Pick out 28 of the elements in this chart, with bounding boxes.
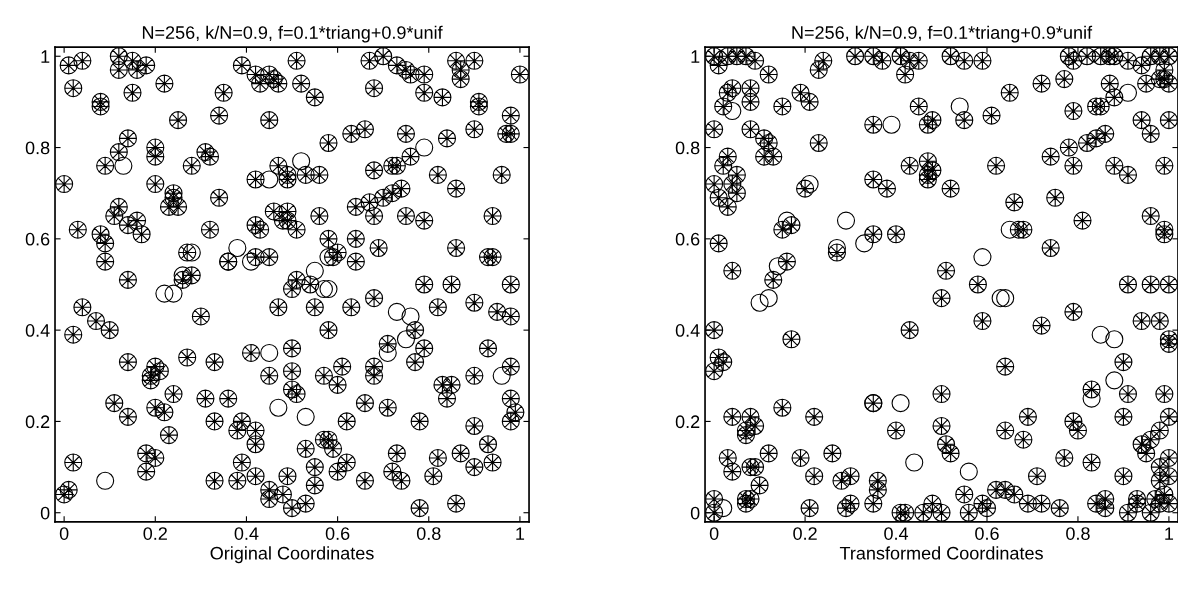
x-tick-label: 1 — [516, 527, 525, 540]
x-tick-label: 0.4 — [884, 527, 909, 540]
x-tick-label: 1 — [1165, 527, 1174, 540]
y-tick-label: 0.2 — [675, 415, 700, 429]
x-tick-label: 0.4 — [234, 527, 259, 540]
x-axis-title: Original Coordinates — [210, 546, 374, 564]
y-tick-label: 1 — [41, 50, 50, 63]
y-tick-label: 0.2 — [25, 415, 50, 429]
x-tick-label: 0 — [59, 527, 69, 540]
y-tick-label: 0 — [690, 506, 700, 520]
y-tick-label: 0.4 — [675, 324, 700, 337]
x-tick-label: 0.6 — [975, 527, 999, 540]
y-tick-label: 0.6 — [25, 232, 50, 246]
y-tick-label: 0.4 — [25, 324, 50, 337]
x-tick-label: 0.2 — [143, 527, 167, 540]
x-tick-label: 0.8 — [1066, 527, 1090, 540]
y-tick-label: 0.6 — [675, 232, 700, 246]
y-tick-label: 1 — [691, 50, 700, 63]
y-tick-label: 0.8 — [675, 141, 700, 155]
x-tick-label: 0.2 — [793, 527, 817, 540]
chart-title: N=256, k/N=0.9, f=0.1*triang+0.9*unif — [142, 25, 443, 43]
x-axis-title: Transformed Coordinates — [839, 546, 1043, 560]
y-tick-label: 0 — [40, 506, 50, 520]
x-tick-label: 0 — [709, 527, 719, 540]
x-tick-label: 0.8 — [416, 527, 441, 540]
x-tick-label: 0.6 — [325, 527, 350, 540]
chart-title: N=256, k/N=0.9, f=0.1*triang+0.9*unif — [792, 25, 1093, 43]
y-tick-label: 0.8 — [25, 141, 50, 155]
